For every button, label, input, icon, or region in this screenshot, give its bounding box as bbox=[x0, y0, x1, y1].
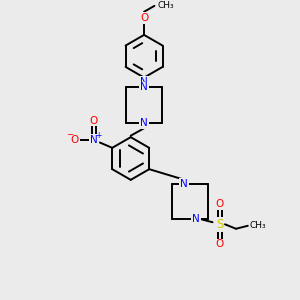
Text: CH₃: CH₃ bbox=[157, 1, 174, 10]
Text: N: N bbox=[90, 134, 98, 145]
Text: N: N bbox=[192, 214, 200, 224]
Text: O: O bbox=[140, 13, 148, 23]
Text: O: O bbox=[70, 134, 79, 145]
Text: N: N bbox=[140, 118, 148, 128]
Text: N: N bbox=[180, 179, 188, 189]
Text: −: − bbox=[66, 130, 73, 140]
Text: O: O bbox=[90, 116, 98, 126]
Text: +: + bbox=[95, 130, 101, 140]
Text: O: O bbox=[215, 199, 224, 209]
Text: N: N bbox=[140, 77, 148, 87]
Text: CH₃: CH₃ bbox=[249, 221, 266, 230]
Text: N: N bbox=[140, 82, 148, 92]
Text: S: S bbox=[216, 218, 223, 231]
Text: O: O bbox=[215, 239, 224, 250]
